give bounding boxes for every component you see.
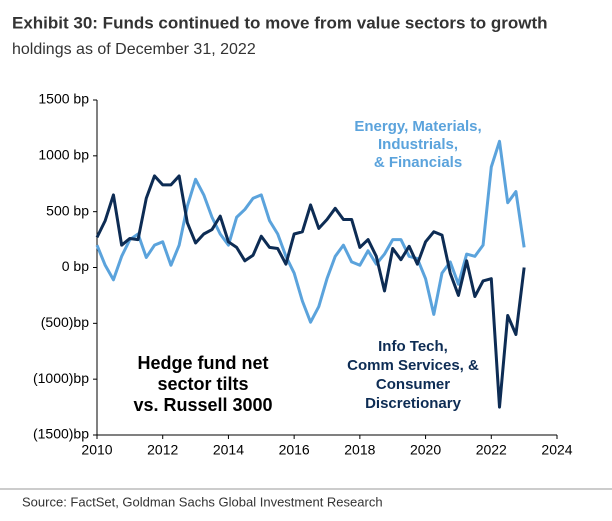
y-tick-label: 0 bp — [62, 258, 89, 274]
annotation: vs. Russell 3000 — [133, 395, 272, 415]
annotation: Consumer — [376, 376, 450, 393]
chart-title: Exhibit 30: Funds continued to move from… — [12, 13, 548, 32]
y-tick-label: (1500)bp — [33, 426, 89, 442]
x-tick-label: 2012 — [147, 442, 178, 458]
x-tick-label: 2010 — [81, 442, 112, 458]
y-tick-label: 1000 bp — [38, 147, 89, 163]
annotation: Industrials, — [378, 136, 458, 153]
x-tick-label: 2016 — [279, 442, 310, 458]
annotation: Info Tech, — [378, 338, 448, 355]
y-tick-label: 1500 bp — [38, 91, 89, 107]
source: Source: FactSet, Goldman Sachs Global In… — [22, 494, 383, 509]
x-tick-label: 2024 — [541, 442, 572, 458]
x-tick-label: 2020 — [410, 442, 441, 458]
y-tick-label: (1000)bp — [33, 370, 89, 386]
y-tick-label: (500)bp — [41, 314, 89, 330]
y-tick-label: 500 bp — [46, 202, 89, 218]
annotation: Discretionary — [365, 395, 462, 412]
annotation: Hedge fund net — [138, 353, 269, 373]
x-tick-label: 2022 — [476, 442, 507, 458]
annotation: & Financials — [374, 154, 462, 171]
x-tick-label: 2018 — [344, 442, 375, 458]
annotation: Energy, Materials, — [354, 118, 481, 135]
annotation: sector tilts — [157, 374, 248, 394]
chart-subtitle: holdings as of December 31, 2022 — [12, 41, 256, 58]
annotation: Comm Services, & — [347, 357, 479, 374]
x-tick-label: 2014 — [213, 442, 244, 458]
series-line — [95, 174, 526, 409]
series-line — [95, 139, 526, 324]
